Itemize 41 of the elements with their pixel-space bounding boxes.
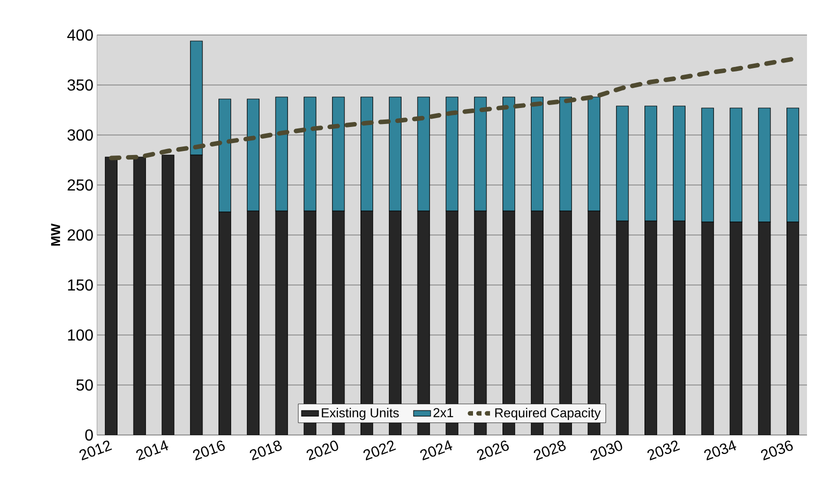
y-axis-title: MW (51, 223, 60, 246)
x-tick-label: 2014 (136, 440, 168, 460)
bar (701, 222, 714, 435)
line-series (108, 56, 796, 160)
x-tick-label: 2020 (306, 440, 338, 460)
bar (190, 154, 203, 435)
bar (786, 222, 800, 435)
y-tick-label: 300 (68, 129, 93, 141)
x-tick-label: 2026 (477, 440, 509, 460)
y-tick-label: 0 (85, 429, 93, 441)
bar (162, 154, 174, 435)
y-tick-label: 400 (67, 29, 93, 41)
x-tick-label: 2016 (193, 440, 225, 460)
bar (246, 210, 260, 435)
legend-label: Existing Units (322, 408, 399, 420)
x-tick-label: 2022 (363, 440, 396, 460)
x-tick-label: 2036 (761, 440, 793, 460)
bar (275, 210, 288, 435)
x-tick-label: 2012 (79, 440, 112, 460)
x-tick-label: 2032 (647, 440, 680, 460)
x-tick-label: 2030 (590, 440, 622, 460)
bar (133, 156, 146, 435)
bar (758, 222, 771, 435)
y-tick-label: 350 (68, 79, 93, 91)
x-tick-label: 2028 (534, 440, 566, 460)
legend-label: Required Capacity (495, 408, 601, 420)
bar (672, 220, 686, 435)
bar (644, 220, 658, 435)
bar (218, 212, 232, 435)
legend-label: 2x1 (434, 408, 454, 418)
y-tick-label: 150 (68, 279, 93, 291)
y-tick-label: 250 (68, 179, 93, 191)
x-tick-label: 2024 (420, 440, 452, 460)
bar (730, 222, 742, 435)
y-tick-label: 100 (68, 329, 93, 341)
y-tick-label: 50 (76, 379, 93, 391)
x-tick-label: 2034 (704, 440, 736, 460)
y-tick-label: 200 (68, 229, 93, 241)
bar (616, 220, 629, 435)
x-tick-label: 2018 (250, 440, 282, 460)
bar (104, 156, 118, 435)
